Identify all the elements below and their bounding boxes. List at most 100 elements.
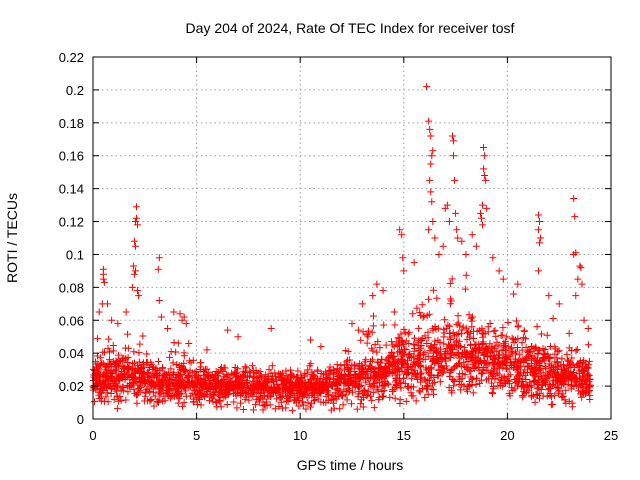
data-point xyxy=(391,394,399,402)
data-point xyxy=(536,218,544,226)
data-point xyxy=(437,354,445,362)
data-point xyxy=(472,381,480,389)
data-point xyxy=(158,376,166,384)
data-point xyxy=(413,375,421,383)
data-point xyxy=(242,364,250,372)
data-point xyxy=(194,400,202,408)
data-point xyxy=(426,376,434,384)
data-point xyxy=(166,353,174,361)
data-point xyxy=(549,382,557,390)
data-point xyxy=(235,384,243,392)
data-point xyxy=(410,259,418,267)
data-point xyxy=(425,117,433,125)
data-point xyxy=(386,366,394,374)
data-point xyxy=(131,242,139,250)
data-point xyxy=(122,308,130,316)
data-point xyxy=(518,346,526,354)
data-point xyxy=(177,389,185,397)
data-point xyxy=(570,195,578,203)
data-point xyxy=(252,374,260,382)
data-point xyxy=(453,337,461,345)
data-point xyxy=(151,392,159,400)
data-point xyxy=(149,382,157,390)
data-point xyxy=(428,198,436,206)
data-point xyxy=(483,361,491,369)
data-point xyxy=(134,388,142,396)
data-point xyxy=(220,364,228,372)
data-point xyxy=(394,334,402,342)
data-point xyxy=(581,381,589,389)
data-point xyxy=(458,370,466,378)
data-point xyxy=(277,393,285,401)
data-point xyxy=(197,363,205,371)
data-point xyxy=(489,254,497,262)
data-point xyxy=(145,379,153,387)
data-point xyxy=(455,380,463,388)
data-point xyxy=(379,392,387,400)
data-point xyxy=(519,382,527,390)
data-point xyxy=(136,340,144,348)
data-point xyxy=(585,357,593,365)
data-point xyxy=(534,211,542,219)
data-point xyxy=(443,365,451,373)
data-point xyxy=(312,388,320,396)
data-point xyxy=(423,312,431,320)
data-point xyxy=(322,368,330,376)
data-point xyxy=(450,378,458,386)
data-point xyxy=(429,326,437,334)
data-point xyxy=(386,393,394,401)
data-point xyxy=(505,365,513,373)
data-point xyxy=(200,368,208,376)
data-point xyxy=(114,320,122,328)
data-point xyxy=(171,381,179,389)
data-point xyxy=(370,367,378,375)
data-point xyxy=(423,83,431,91)
data-point xyxy=(325,367,333,375)
data-point xyxy=(567,385,575,393)
data-point xyxy=(333,385,341,393)
data-point xyxy=(327,406,335,414)
data-point xyxy=(336,405,344,413)
data-point xyxy=(417,336,425,344)
data-point xyxy=(430,373,438,381)
data-point xyxy=(359,328,367,336)
data-point xyxy=(373,371,381,379)
data-point xyxy=(240,388,248,396)
data-point xyxy=(454,234,462,242)
data-point xyxy=(448,132,456,140)
y-tick-label: 0.02 xyxy=(59,379,84,394)
data-point xyxy=(340,386,348,394)
data-point xyxy=(293,393,301,401)
data-point xyxy=(531,398,539,406)
data-point xyxy=(469,360,477,368)
data-point xyxy=(262,377,270,385)
data-point xyxy=(479,221,487,229)
data-point xyxy=(126,380,134,388)
data-point xyxy=(482,344,490,352)
data-point xyxy=(237,399,245,407)
data-point xyxy=(397,330,405,338)
data-point xyxy=(539,379,547,387)
data-point xyxy=(494,382,502,390)
data-point xyxy=(428,152,436,160)
data-point xyxy=(203,346,211,354)
data-point xyxy=(343,361,351,369)
data-point xyxy=(398,355,406,363)
data-point xyxy=(273,395,281,403)
data-point xyxy=(460,343,468,351)
data-point xyxy=(261,391,269,399)
data-point xyxy=(130,385,138,393)
data-point xyxy=(436,378,444,386)
data-point xyxy=(185,357,193,365)
y-tick-label: 0.2 xyxy=(66,83,84,98)
data-point xyxy=(410,334,418,342)
data-point xyxy=(570,250,578,258)
data-point xyxy=(399,254,407,262)
data-point xyxy=(250,389,258,397)
data-point xyxy=(165,384,173,392)
data-point xyxy=(573,345,581,353)
data-point xyxy=(410,358,418,366)
data-point xyxy=(584,371,592,379)
data-point xyxy=(99,275,107,283)
data-point xyxy=(141,380,149,388)
